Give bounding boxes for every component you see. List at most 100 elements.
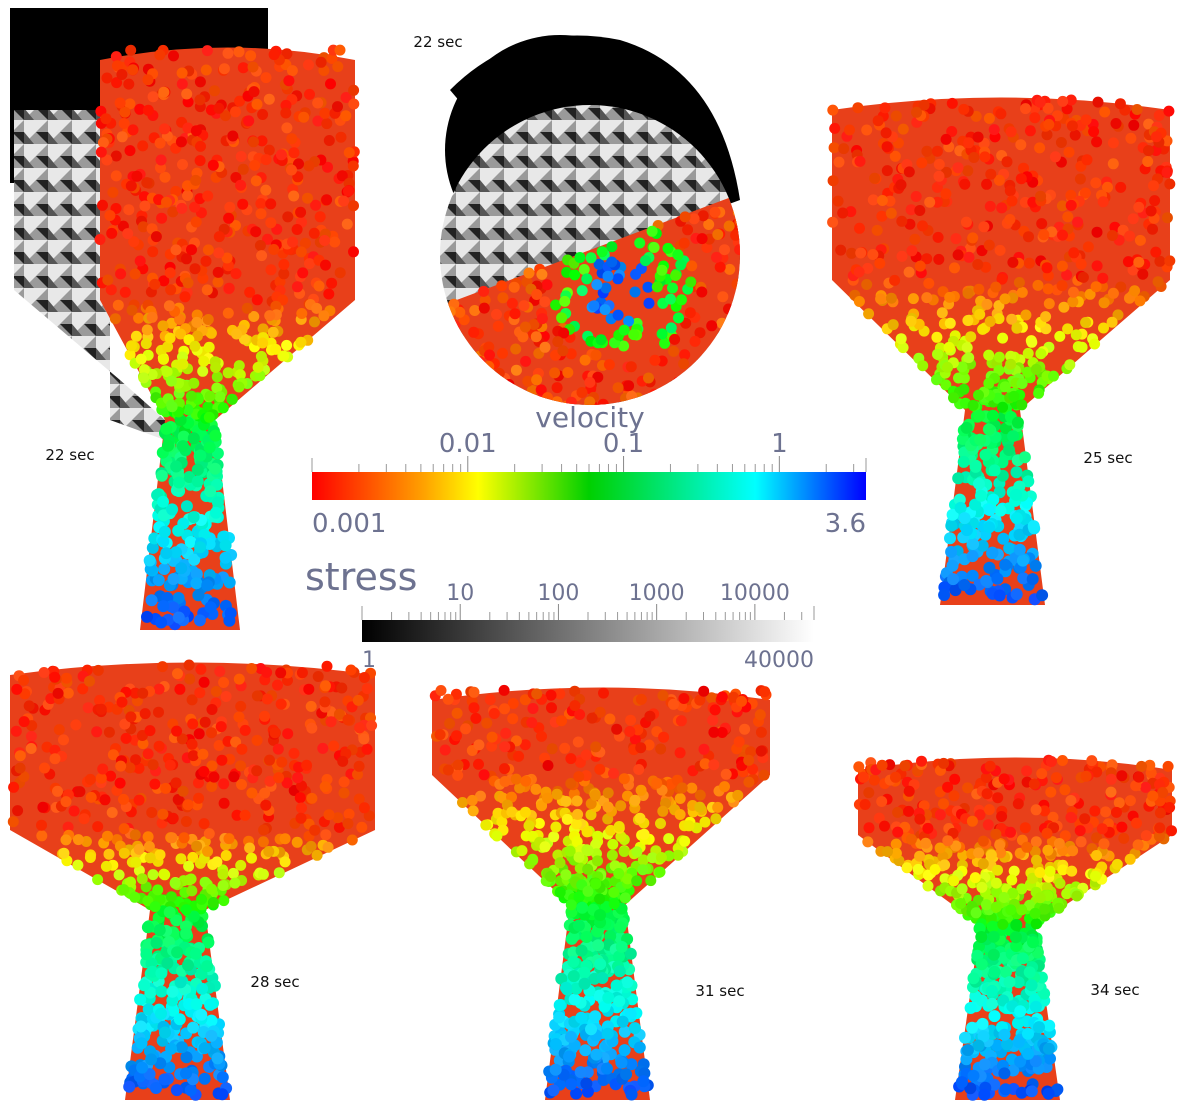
particle bbox=[23, 700, 35, 712]
particle bbox=[918, 99, 930, 111]
particle bbox=[473, 758, 484, 770]
particle bbox=[1023, 257, 1035, 269]
particle bbox=[572, 736, 584, 748]
particle bbox=[281, 339, 293, 351]
particle bbox=[670, 270, 682, 281]
particle bbox=[1096, 823, 1108, 835]
particle bbox=[876, 210, 888, 222]
particle bbox=[633, 764, 645, 775]
particle bbox=[36, 819, 47, 831]
particle bbox=[295, 246, 307, 258]
particle bbox=[983, 349, 995, 361]
particle bbox=[952, 162, 964, 174]
particle bbox=[149, 778, 161, 790]
particle bbox=[343, 147, 355, 159]
particle bbox=[1062, 211, 1074, 223]
particle bbox=[315, 56, 327, 68]
particle bbox=[179, 291, 191, 303]
particle bbox=[606, 256, 618, 268]
particle bbox=[273, 867, 285, 879]
particle bbox=[944, 317, 956, 329]
particle bbox=[183, 860, 195, 872]
particle bbox=[588, 300, 600, 312]
particle bbox=[462, 346, 474, 358]
particle bbox=[1008, 865, 1020, 877]
particle bbox=[190, 568, 203, 581]
particle bbox=[352, 694, 364, 706]
particle bbox=[482, 396, 494, 405]
particle bbox=[554, 857, 566, 869]
particle bbox=[547, 1084, 560, 1097]
particle bbox=[573, 891, 585, 903]
particle bbox=[686, 260, 698, 272]
particle bbox=[484, 694, 496, 706]
particle bbox=[146, 541, 159, 554]
particle bbox=[1029, 846, 1041, 858]
particle bbox=[596, 246, 608, 258]
tick-label: 0.01 bbox=[439, 429, 497, 459]
particle bbox=[955, 1076, 968, 1089]
particle bbox=[977, 323, 989, 335]
particle bbox=[470, 712, 482, 724]
particle bbox=[213, 102, 225, 114]
particle bbox=[1070, 329, 1082, 341]
particle bbox=[682, 224, 694, 236]
particle bbox=[552, 336, 564, 348]
particle bbox=[157, 495, 169, 508]
particle bbox=[569, 700, 581, 712]
particle bbox=[593, 989, 606, 1002]
particle bbox=[743, 776, 755, 788]
particle bbox=[159, 869, 171, 881]
particle bbox=[203, 411, 215, 423]
particle bbox=[1005, 350, 1017, 362]
particle bbox=[123, 78, 135, 90]
particle bbox=[509, 308, 521, 320]
particle bbox=[536, 800, 548, 812]
particle bbox=[147, 246, 159, 258]
particle bbox=[214, 665, 226, 677]
hopper-body bbox=[832, 97, 1170, 605]
particle bbox=[478, 285, 490, 297]
particle bbox=[967, 399, 979, 411]
particle bbox=[342, 714, 354, 726]
particle bbox=[613, 950, 625, 963]
particle bbox=[710, 349, 722, 361]
particle bbox=[230, 736, 242, 748]
particle bbox=[78, 813, 90, 825]
particle bbox=[309, 316, 320, 328]
particle bbox=[1010, 512, 1023, 525]
particle bbox=[49, 671, 61, 683]
particle bbox=[896, 215, 908, 227]
particle bbox=[574, 709, 586, 720]
particle bbox=[263, 846, 275, 857]
particle bbox=[606, 849, 618, 861]
particle bbox=[216, 754, 228, 766]
particle bbox=[579, 354, 591, 366]
particle bbox=[1097, 196, 1109, 208]
particle bbox=[732, 365, 740, 376]
particle bbox=[674, 747, 686, 759]
particle bbox=[1128, 119, 1140, 131]
particle bbox=[220, 691, 232, 702]
particle bbox=[52, 687, 64, 699]
particle bbox=[694, 789, 706, 801]
particle bbox=[123, 1080, 136, 1093]
particle bbox=[1107, 287, 1119, 299]
particle bbox=[1064, 359, 1076, 371]
particle bbox=[747, 763, 759, 775]
particle bbox=[101, 154, 113, 166]
particle bbox=[138, 372, 150, 384]
particle bbox=[264, 775, 276, 787]
particle bbox=[885, 207, 897, 219]
particle bbox=[984, 316, 996, 327]
particle bbox=[1065, 795, 1077, 806]
particle bbox=[523, 820, 535, 832]
particle bbox=[161, 957, 174, 970]
particle bbox=[903, 805, 915, 817]
particle bbox=[559, 295, 571, 307]
particle bbox=[999, 1083, 1012, 1096]
particle bbox=[231, 328, 242, 340]
particle bbox=[58, 847, 70, 859]
particle bbox=[1080, 317, 1092, 328]
particle bbox=[201, 960, 214, 973]
